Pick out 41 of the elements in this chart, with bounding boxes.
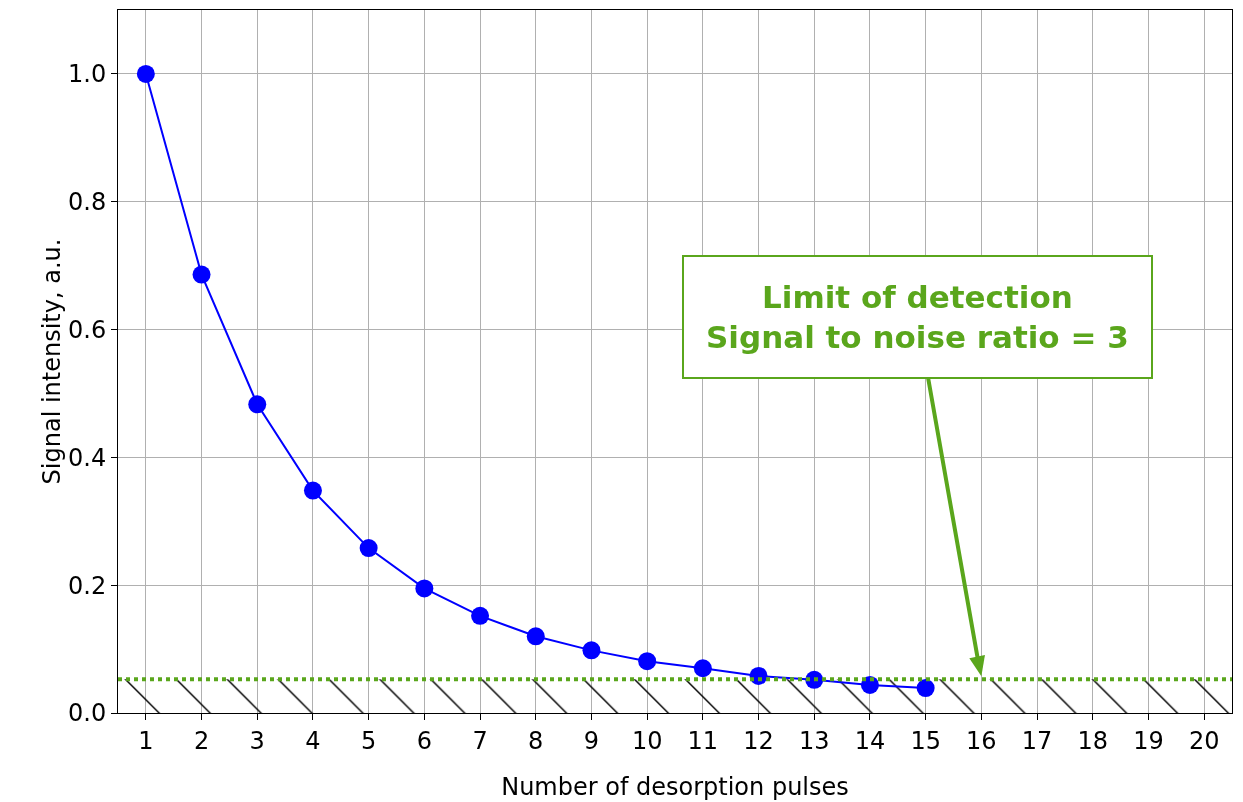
x-tick-label: 18 [1077,726,1109,755]
y-axis-title: Signal intensity, a.u. [38,238,66,485]
x-tick-label: 9 [583,726,600,755]
point [582,641,601,660]
x-tick-label: 20 [1188,726,1220,755]
point [192,265,211,284]
x-tick-label: 4 [305,726,321,755]
x-tick-label: 3 [249,726,265,755]
point [693,659,712,678]
x-tick-label: 1 [138,726,154,755]
point [526,627,545,646]
y-tick-label: 1.0 [68,60,107,89]
point [415,579,434,598]
annotation: Limit of detection Signal to noise ratio = 3 [706,279,1129,356]
point [136,64,155,83]
y-tick-label: 0.0 [68,699,107,728]
x-axis-title: Number of desorption pulses [501,773,849,801]
point [471,606,490,625]
y-tick-label: 0.2 [68,571,107,600]
x-tick-label: 12 [743,726,774,755]
y-tick-label: 0.8 [68,188,107,217]
point [359,539,378,558]
point [248,395,267,414]
x-tick-label: 14 [854,726,886,755]
x-tick-label: 17 [1021,726,1053,755]
y-tick-label: 0.6 [68,315,107,344]
x-tick-label: 16 [966,726,997,755]
y-tick-label: 0.4 [68,443,107,472]
point [303,481,322,500]
x-tick-label: 5 [361,726,377,755]
x-tick-label: 6 [416,726,432,755]
point [916,679,935,698]
x-tick-label: 11 [687,726,719,755]
x-tick-label: 8 [528,726,544,755]
x-tick-label: 15 [910,726,941,755]
point [638,652,657,671]
x-tick-label: 7 [472,726,488,755]
x-tick-label: 19 [1133,726,1164,755]
x-tick-label: 2 [193,726,210,755]
x-tick-label: 13 [798,726,830,755]
x-tick-label: 10 [631,726,663,755]
